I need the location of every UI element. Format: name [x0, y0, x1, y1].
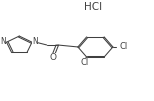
Text: N: N [0, 37, 6, 46]
Text: O: O [50, 53, 57, 62]
Text: N: N [32, 37, 38, 46]
Text: Cl: Cl [80, 58, 89, 67]
Text: HCl: HCl [84, 2, 102, 12]
Text: Cl: Cl [119, 42, 128, 52]
